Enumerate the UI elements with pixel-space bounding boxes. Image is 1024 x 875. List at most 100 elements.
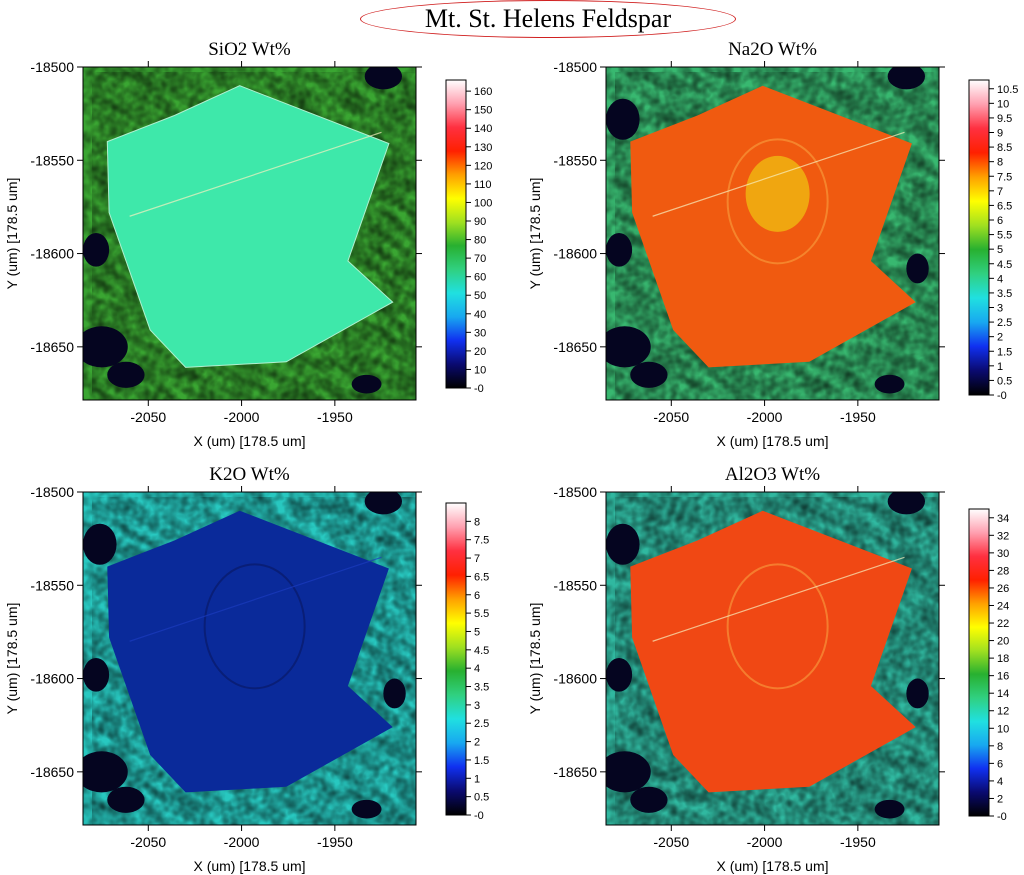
y-tick-label: -18500 [553, 484, 597, 500]
y-tick-label: -18500 [30, 59, 74, 75]
crystal-grain [630, 510, 916, 793]
plot-frame [82, 66, 417, 401]
pore-void [606, 658, 633, 692]
colorbar-tick-label: 6 [997, 215, 1003, 227]
colorbar-tick-label: 6.5 [997, 200, 1012, 212]
pore-void [351, 799, 382, 819]
y-tick-label: -18550 [30, 152, 74, 168]
colorbar-tick-label: 10 [997, 98, 1009, 110]
crystal-crack [129, 556, 382, 642]
colorbar-tick-label: 2.5 [474, 718, 489, 730]
colorbar-tick-label: 32 [997, 530, 1009, 542]
pore-void [906, 678, 929, 709]
colorbar-tick-label: 3 [474, 700, 480, 712]
colorbar-tick-label: 28 [997, 565, 1009, 577]
colorbar-tick-label: 80 [474, 235, 486, 247]
plot-frame [605, 66, 940, 401]
colorbar-tick-label: 0.5 [474, 792, 489, 804]
crystal-zoning-ring [726, 138, 829, 265]
crystal-crack [652, 131, 905, 217]
colorbar-tick-label: 1.5 [474, 755, 489, 767]
colorbar-tick-label: 5.5 [474, 608, 489, 620]
map-panel-4: -2050 -2000 -1950 -18500 -18550 -18600 -18650 A… [527, 464, 1009, 874]
colorbar-tick-label: 70 [474, 253, 486, 265]
y-tick-label: -18600 [30, 246, 74, 262]
colorbar-tick-label: 100 [474, 197, 492, 209]
x-axis-label: X (um) [178.5 um] [193, 858, 305, 874]
colorbar-tick-label: 6 [997, 758, 1003, 770]
colorbar-tick-label: 40 [474, 309, 486, 321]
pore-void [364, 67, 403, 90]
y-tick-label: -18550 [30, 577, 74, 593]
heatmap-area [83, 492, 416, 825]
pore-void [83, 326, 128, 368]
colorbar-tick-label: 26 [997, 583, 1009, 595]
pore-void [906, 253, 929, 284]
colorbar-tick-label: 1 [997, 361, 1003, 373]
colorbar-tick-label: -0 [474, 810, 484, 822]
x-tick-label: -2050 [653, 409, 689, 425]
colorbar-tick-label: 30 [474, 327, 486, 339]
colorbar-tick-label: 5 [474, 626, 480, 638]
colorbar-tick-label: 3 [997, 303, 1003, 315]
y-tick-label: -18550 [553, 152, 597, 168]
colorbar [968, 508, 990, 817]
colorbar-tick-label: 9.5 [997, 113, 1012, 125]
colorbar-tick-label: 120 [474, 160, 492, 172]
y-tick-label: -18500 [553, 59, 597, 75]
crystal-crack [652, 556, 905, 642]
colorbar-tick-label: 2 [474, 737, 480, 749]
pore-void [107, 786, 145, 813]
colorbar-tick-label: 8 [997, 741, 1003, 753]
plot-frame [605, 491, 940, 826]
y-tick-label: -18650 [553, 764, 597, 780]
colorbar-tick-label: 7 [997, 186, 1003, 198]
panel-title: Na2O Wt% [728, 39, 817, 60]
x-tick-label: -2000 [224, 834, 260, 850]
pore-void [874, 799, 905, 819]
colorbar-tick-label: 6 [474, 590, 480, 602]
crystal-crack [129, 131, 382, 217]
colorbar-tick-label: 140 [474, 123, 492, 135]
colorbar-tick-label: 2 [997, 793, 1003, 805]
colorbar-tick-label: 10.5 [997, 84, 1018, 96]
y-tick-label: -18650 [553, 339, 597, 355]
crystal-core-zone [745, 155, 810, 232]
y-tick-label: -18650 [30, 764, 74, 780]
x-tick-label: -2000 [747, 409, 783, 425]
colorbar-tick-label: 22 [997, 618, 1009, 630]
x-tick-label: -2000 [224, 409, 260, 425]
crystal-zoning-ring [203, 563, 306, 690]
colorbar-tick-label: 130 [474, 142, 492, 154]
y-axis-label: Y (um) [178.5 um] [4, 603, 20, 715]
colorbar-tick-label: 6.5 [474, 571, 489, 583]
panel-title: Al2O3 Wt% [725, 464, 820, 485]
colorbar-tick-label: 2 [997, 332, 1003, 344]
colorbar-tick-label: 8 [997, 157, 1003, 169]
y-tick-label: -18550 [553, 577, 597, 593]
pore-void [383, 678, 406, 709]
heatmap-area [606, 67, 939, 400]
x-tick-label: -1950 [840, 409, 876, 425]
pore-void [83, 523, 117, 565]
colorbar-tick-label: 7 [474, 553, 480, 565]
colorbar-tick-label: 14 [997, 688, 1009, 700]
figure-title: Mt. St. Helens Feldspar [360, 0, 736, 38]
pore-void [83, 751, 128, 793]
colorbar-tick-label: 90 [474, 216, 486, 228]
colorbar-tick-label: 18 [997, 653, 1009, 665]
figure-title-text: Mt. St. Helens Feldspar [424, 4, 672, 33]
colorbar-tick-label: 150 [474, 105, 492, 117]
x-tick-label: -1950 [840, 834, 876, 850]
crystal-grain [107, 510, 393, 793]
y-tick-label: -18500 [30, 484, 74, 500]
x-axis-label: X (um) [178.5 um] [716, 433, 828, 449]
heatmap-area [83, 67, 416, 400]
colorbar-tick-label: 20 [997, 636, 1009, 648]
colorbar-tick-label: 160 [474, 86, 492, 98]
colorbar-tick-label: 50 [474, 290, 486, 302]
x-tick-label: -1950 [317, 409, 353, 425]
colorbar-tick-label: 10 [997, 723, 1009, 735]
heatmap-area [606, 492, 939, 825]
